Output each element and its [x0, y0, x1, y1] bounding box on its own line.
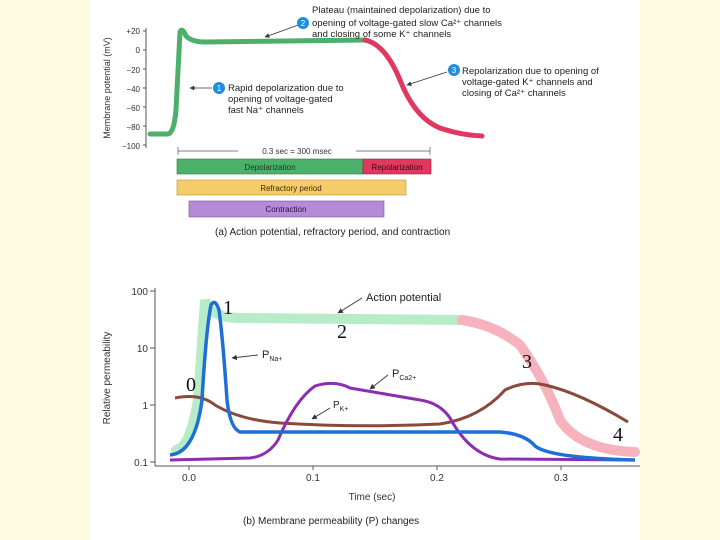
- callout-text: and closing of some K⁺ channels: [312, 29, 451, 40]
- tick-label: −20: [126, 66, 140, 75]
- bottom-x-ticks: 0.0 0.1 0.2 0.3: [182, 466, 568, 484]
- bottom-caption: (b) Membrane permeability (P) changes: [243, 516, 419, 527]
- callout-text: Repolarization due to opening of: [462, 66, 599, 77]
- tick-label: −60: [126, 104, 140, 113]
- p-ca-label-group: PCa2+: [369, 368, 416, 390]
- action-potential-label: Action potential: [366, 292, 441, 304]
- callout-number: 3: [452, 66, 457, 75]
- tick-label: 0.2: [430, 473, 444, 484]
- action-potential-depol-band: [171, 298, 467, 455]
- tick-label: 0.1: [134, 458, 148, 469]
- refractory-bar: [176, 179, 407, 196]
- duration-bracket: 0.3 sec = 300 msec: [177, 147, 431, 156]
- callout-text: voltage-gated K⁺ channels and: [462, 77, 593, 88]
- top-y-axis-label: Membrane potential (mV): [102, 37, 112, 139]
- callout-text: fast Na⁺ channels: [228, 105, 304, 116]
- phase-number-2: 2: [337, 321, 347, 343]
- phase-numbers: 0 1 2 3 4: [186, 297, 623, 446]
- tick-label: −40: [126, 85, 140, 94]
- contraction-bar: [188, 200, 385, 218]
- callout-number: 2: [301, 19, 306, 28]
- depolarization-label: Depolarization: [244, 163, 295, 172]
- p-k-label-group: PK+: [311, 400, 348, 420]
- phase-number-4: 4: [613, 424, 623, 446]
- phase-number-0: 0: [186, 374, 196, 396]
- callout-number: 1: [217, 84, 222, 93]
- callout-text: opening of voltage-gated slow Ca²⁺ chann…: [312, 18, 502, 29]
- bottom-y-axis-label: Relative permeability: [102, 332, 113, 425]
- phase-number-3: 3: [522, 351, 532, 373]
- callout-text: closing of Ca²⁺ channels: [462, 88, 566, 99]
- phase-number-1: 1: [223, 297, 233, 319]
- top-figure: Membrane potential (mV) +20 0 −20 −40 −6…: [102, 5, 599, 238]
- tick-label: +20: [126, 27, 140, 36]
- p-ca-label: PCa2+: [392, 368, 416, 382]
- callout-2: 2 Plateau (maintained depolarization) du…: [264, 5, 502, 40]
- callout-3: 3 Repolarization due to opening of volta…: [406, 64, 599, 99]
- tick-label: 0: [136, 46, 141, 55]
- duration-label: 0.3 sec = 300 msec: [262, 147, 332, 156]
- p-k-curve: [174, 381, 629, 428]
- tick-label: 0.3: [554, 473, 568, 484]
- tick-label: 100: [131, 287, 148, 298]
- bottom-figure: Relative permeability 100 10 1 0.1 0.0 0…: [102, 287, 640, 527]
- action-potential-depol-curve: [147, 27, 368, 137]
- refractory-label: Refractory period: [260, 184, 321, 193]
- contraction-label: Contraction: [266, 205, 307, 214]
- top-caption: (a) Action potential, refractory period,…: [215, 227, 450, 238]
- tick-label: −100: [122, 142, 141, 151]
- tick-label: 0.0: [182, 473, 196, 484]
- tick-label: −80: [126, 123, 140, 132]
- callout-1: 1 Rapid depolarization due to opening of…: [189, 82, 344, 116]
- tick-label: 1: [142, 401, 148, 412]
- action-potential-label-group: Action potential: [337, 292, 441, 314]
- action-potential-repol-curve: [362, 37, 485, 139]
- bottom-y-ticks: 100 10 1 0.1: [131, 287, 155, 469]
- p-na-curve: [169, 300, 636, 462]
- repolarization-bar: [362, 158, 432, 175]
- bottom-x-axis-label: Time (sec): [349, 492, 396, 503]
- p-na-label: PNa+: [262, 349, 282, 363]
- p-k-label: PK+: [333, 400, 348, 413]
- tick-label: 0.1: [306, 473, 320, 484]
- callout-text: opening of voltage-gated: [228, 94, 333, 105]
- p-na-label-group: PNa+: [231, 349, 282, 363]
- top-y-ticks: +20 0 −20 −40 −60 −80 −100: [122, 27, 146, 151]
- phase-bars: Depolarization Repolarization Refractory…: [176, 158, 432, 218]
- tick-label: 10: [137, 344, 149, 355]
- repolarization-label: Repolarization: [371, 163, 422, 172]
- callout-text: Rapid depolarization due to: [228, 83, 344, 94]
- callout-text: Plateau (maintained depolarization) due …: [312, 5, 491, 16]
